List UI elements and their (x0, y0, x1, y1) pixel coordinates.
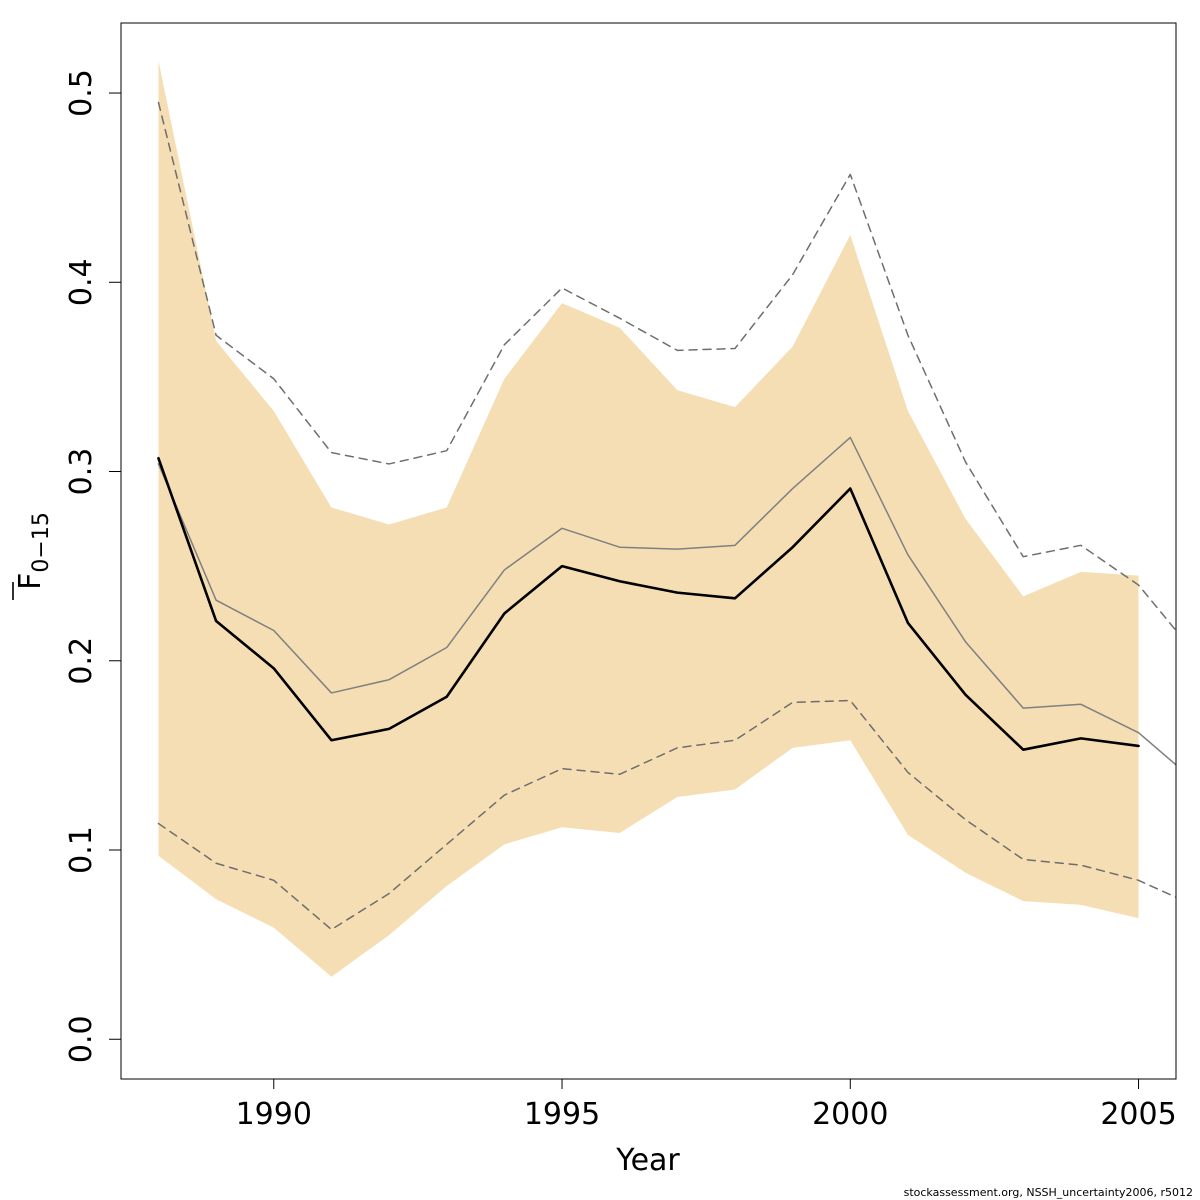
x-axis-title: Year (615, 1143, 680, 1178)
y-tick-label-5: 0.5 (64, 69, 99, 117)
y-tick-label-0: 0.0 (64, 1015, 99, 1063)
x-tick-label-1990: 1990 (236, 1097, 312, 1132)
y-tick-label-group-1: 0.1 (64, 826, 99, 874)
x-tick-label-1995: 1995 (524, 1097, 600, 1132)
y-tick-label-group-5: 0.5 (64, 69, 99, 117)
x-tick-label-2005: 2005 (1100, 1097, 1176, 1132)
y-tick-label-1: 0.1 (64, 826, 99, 874)
y-axis-title-subscript: 0−15 (29, 512, 54, 572)
estimate-line-0 (157, 456, 1140, 752)
y-axis-title: F0−15 (12, 512, 54, 600)
confidence-band (158, 60, 1139, 977)
y-tick-label-group-0: 0.0 (64, 1015, 99, 1063)
x-tick-label-2000: 2000 (812, 1097, 888, 1132)
y-axis: 0.0 0.1 0.2 0.3 0.4 0.5 (64, 69, 121, 1063)
y-tick-label-2: 0.2 (64, 637, 99, 685)
dashed-bound-line-3 (157, 699, 1176, 931)
confidence-band-layer (158, 60, 1139, 977)
alternate-estimate-line-1 (157, 436, 1176, 766)
y-tick-label-group-4: 0.4 (64, 258, 99, 306)
y-tick-label-3: 0.3 (64, 448, 99, 496)
y-tick-label-4: 0.4 (64, 258, 99, 306)
footer-credit: stockassessment.org, NSSH_uncertainty200… (904, 1186, 1193, 1199)
y-axis-title-main: F (13, 573, 48, 590)
series-layer (157, 101, 1176, 931)
y-tick-label-group-2: 0.2 (64, 637, 99, 685)
dashed-bound-line-2 (157, 101, 1176, 632)
svg-text:F0−15: F0−15 (13, 512, 54, 590)
plot-frame (120, 22, 1177, 1080)
y-tick-label-group-3: 0.3 (64, 448, 99, 496)
x-axis: 1990 1995 2000 2005 (236, 1079, 1177, 1132)
